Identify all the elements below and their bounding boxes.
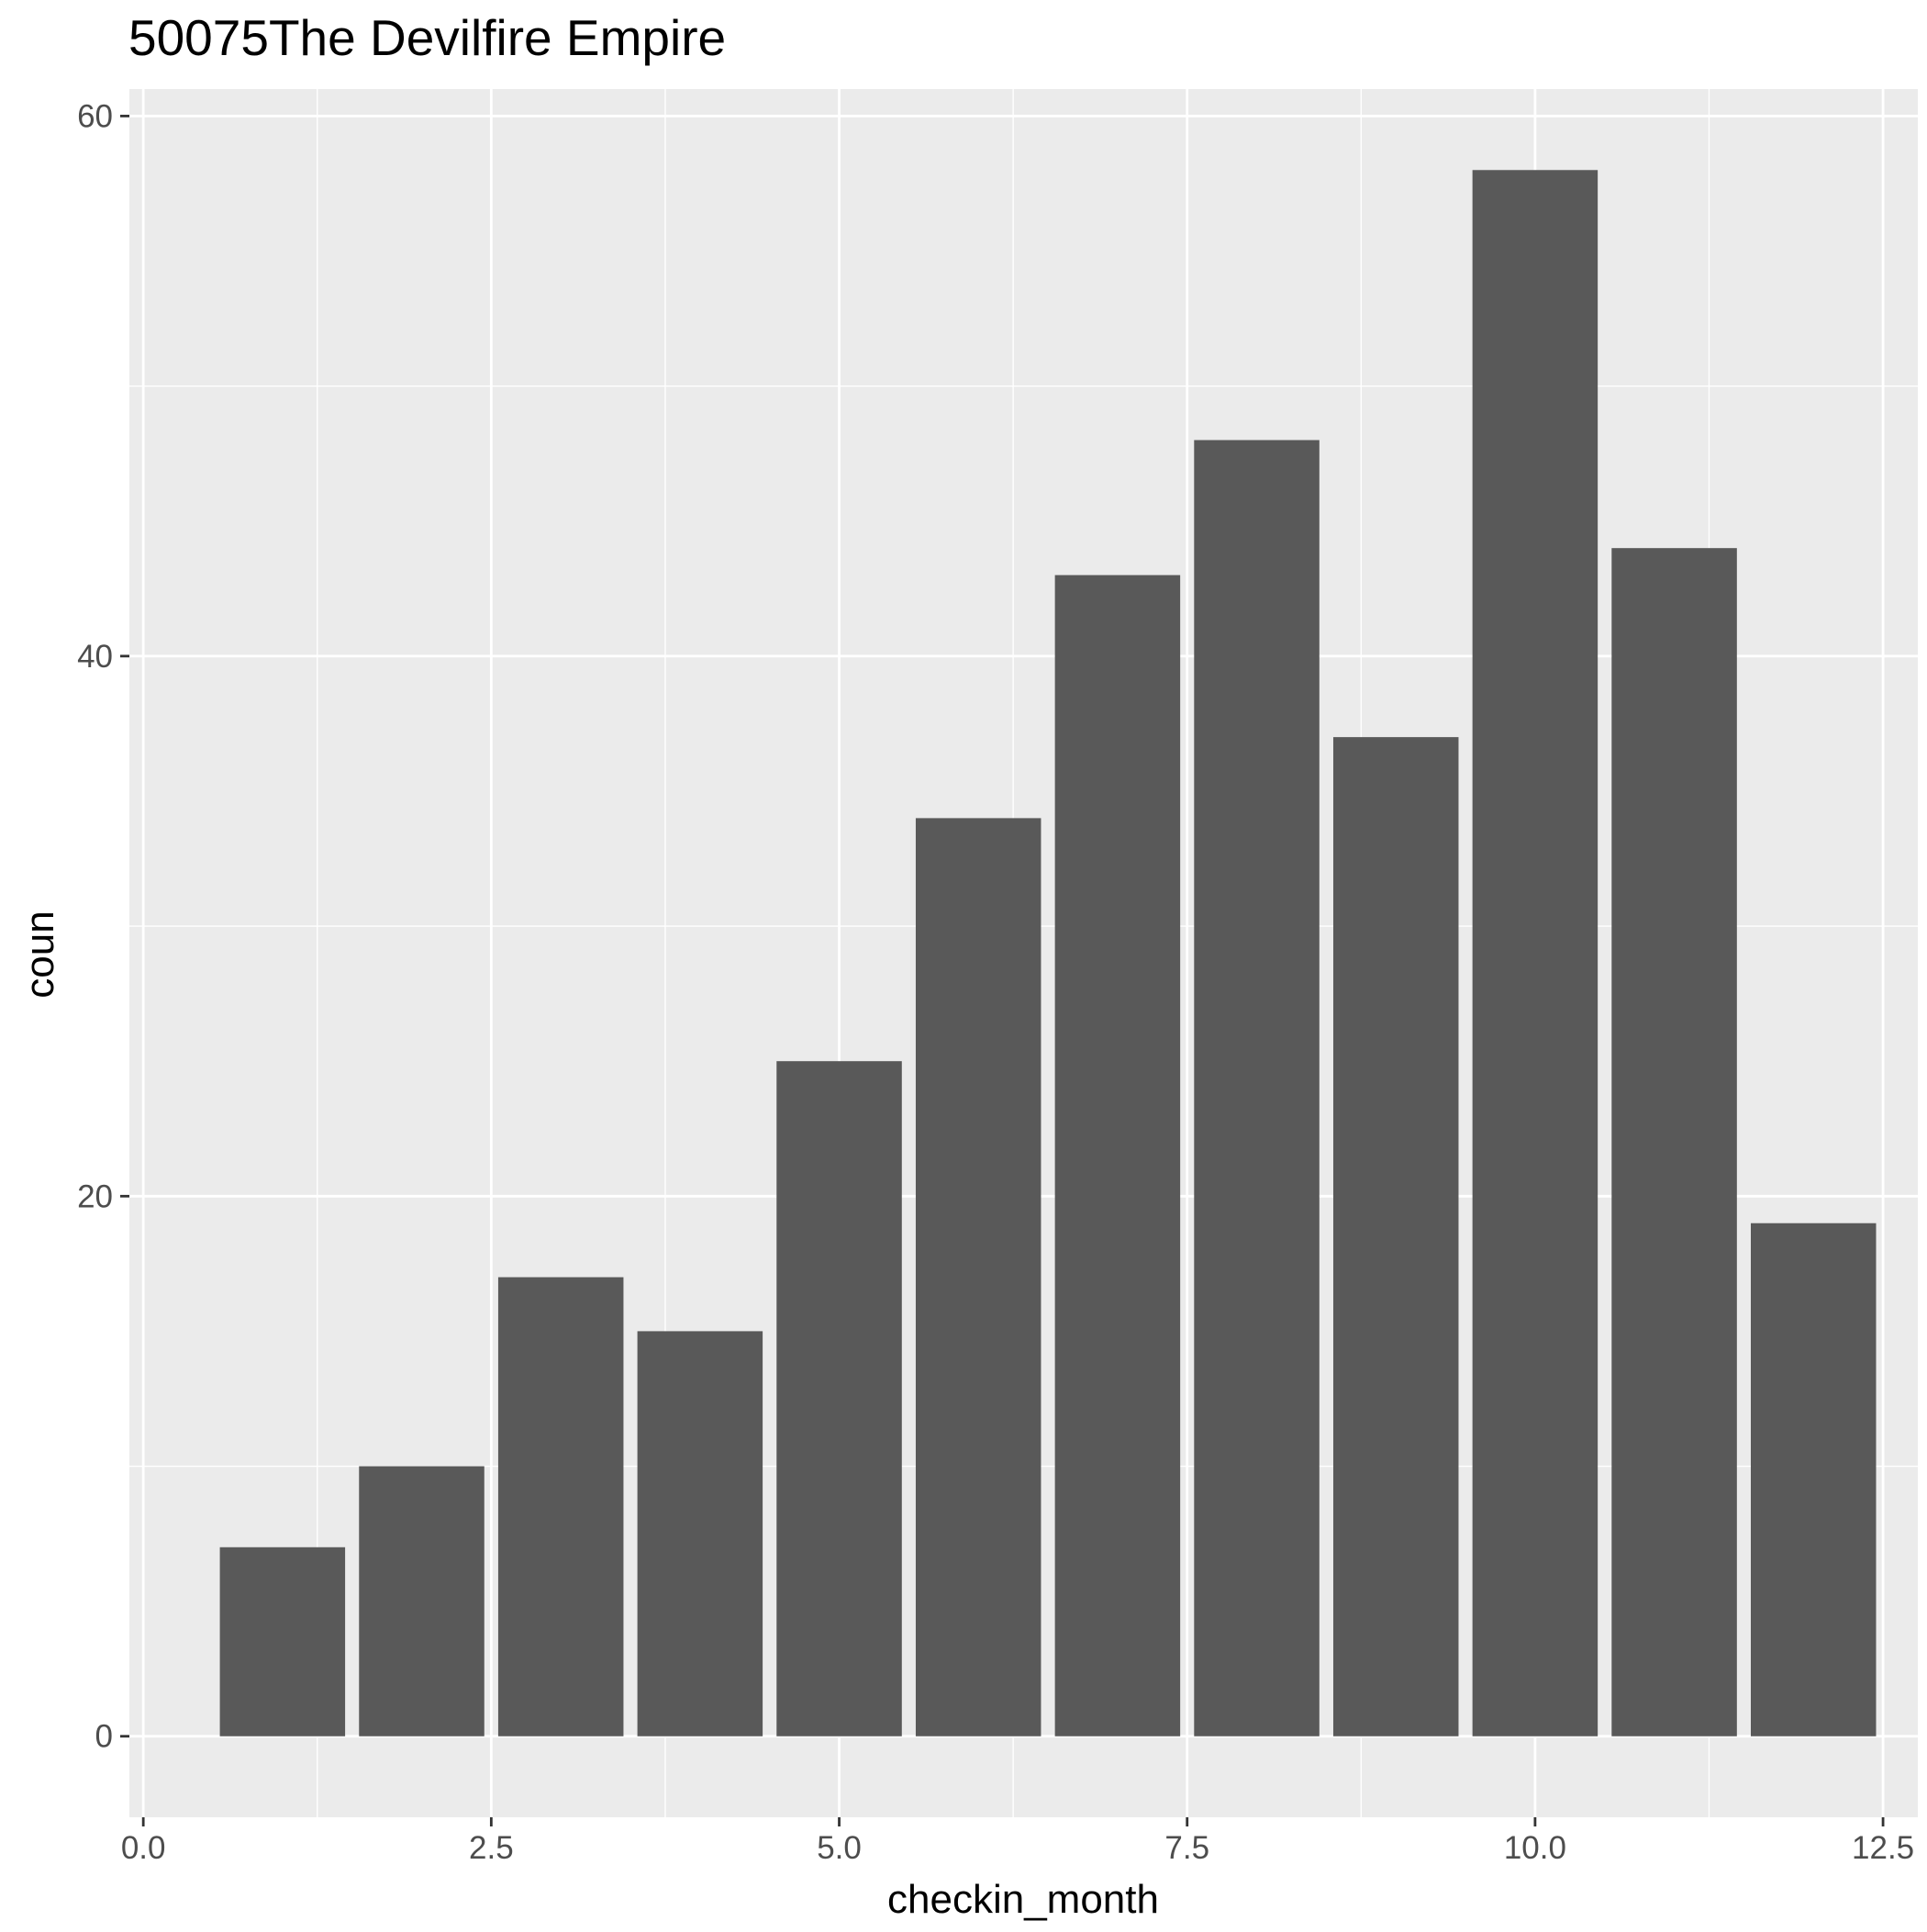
y-tick-label: 20 — [77, 1178, 113, 1214]
bar-month-2 — [359, 1466, 485, 1737]
bar-month-8 — [1194, 440, 1320, 1737]
x-tick-label: 7.5 — [1164, 1830, 1209, 1866]
x-axis-title: checkin_month — [887, 1877, 1159, 1922]
bar-month-1 — [219, 1547, 346, 1737]
chart-title: 50075The Devilfire Empire — [128, 9, 726, 66]
bar-month-4 — [637, 1331, 763, 1737]
y-tick-label: 60 — [77, 98, 113, 134]
x-tick-label: 10.0 — [1504, 1830, 1566, 1866]
bar-month-6 — [915, 818, 1041, 1737]
y-tick-label: 40 — [77, 639, 113, 675]
y-axis-title: coun — [17, 910, 62, 998]
x-tick-label: 0.0 — [121, 1830, 166, 1866]
bar-month-9 — [1332, 737, 1459, 1737]
bar-month-3 — [497, 1277, 624, 1737]
x-tick-label: 2.5 — [469, 1830, 514, 1866]
bar-month-12 — [1750, 1223, 1877, 1737]
bar-month-5 — [776, 1061, 902, 1737]
bar-month-7 — [1054, 575, 1181, 1737]
bar-month-10 — [1472, 170, 1598, 1737]
plot-area: 0.0 2.5 5.0 7.5 10.0 12.5 0 20 40 60 — [77, 89, 1918, 1866]
bar-month-11 — [1611, 548, 1737, 1737]
x-tick-label: 5.0 — [817, 1830, 862, 1866]
x-tick-label: 12.5 — [1852, 1830, 1914, 1866]
y-tick-label: 0 — [95, 1719, 113, 1755]
